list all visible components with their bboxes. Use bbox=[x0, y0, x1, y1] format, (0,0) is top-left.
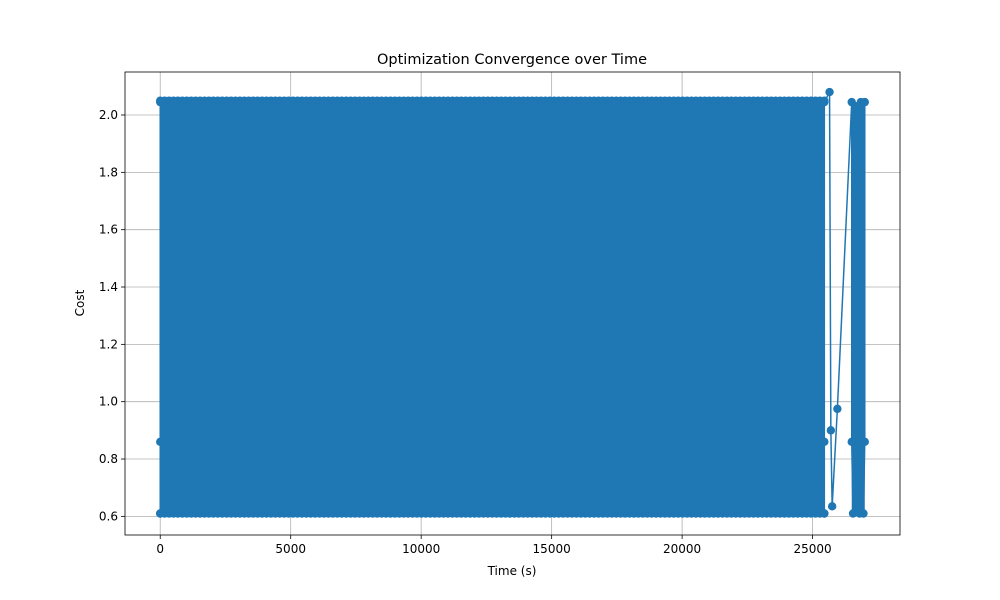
chart-title: Optimization Convergence over Time bbox=[377, 52, 647, 68]
y-tick-label: 2.0 bbox=[99, 108, 118, 122]
y-tick-label: 1.4 bbox=[99, 280, 118, 294]
data-point bbox=[827, 502, 837, 511]
data-point bbox=[860, 437, 869, 447]
data-point bbox=[847, 437, 856, 447]
x-axis-label: Time (s) bbox=[487, 564, 537, 578]
data-point bbox=[859, 509, 868, 518]
y-tick-label: 1.2 bbox=[99, 337, 118, 351]
data-point bbox=[833, 404, 842, 414]
y-tick-label: 0.8 bbox=[99, 452, 118, 466]
data-point bbox=[156, 437, 165, 447]
x-tick-label: 25000 bbox=[793, 542, 831, 556]
x-tick-label: 10000 bbox=[402, 542, 440, 556]
tail-oscillation-block bbox=[851, 102, 865, 514]
data-point bbox=[156, 509, 165, 518]
data-point bbox=[826, 426, 836, 435]
y-tick-label: 0.6 bbox=[99, 509, 118, 523]
x-tick-label: 0 bbox=[156, 542, 164, 556]
plot-frame bbox=[124, 71, 901, 536]
data-point bbox=[860, 97, 869, 107]
x-tick-label: 15000 bbox=[533, 542, 571, 556]
data-point bbox=[820, 509, 829, 518]
data-point bbox=[156, 97, 165, 107]
dense-oscillation-region bbox=[160, 100, 825, 514]
x-tick-label: 20000 bbox=[663, 542, 701, 556]
data-point bbox=[848, 509, 858, 518]
y-tick-label: 1.0 bbox=[99, 395, 118, 409]
y-tick-label: 1.6 bbox=[99, 223, 118, 237]
y-axis-label: Cost bbox=[73, 289, 87, 316]
data-point bbox=[820, 97, 829, 107]
data-point bbox=[847, 97, 856, 107]
y-tick-label: 1.8 bbox=[99, 165, 118, 179]
x-tick-label: 5000 bbox=[275, 542, 306, 556]
data-layer bbox=[156, 87, 869, 518]
tick-layer: 0 5000 10000 15000 20000 25000 0.6 0.8 1.0 1.2 1.4… bbox=[99, 108, 832, 556]
data-point bbox=[825, 87, 834, 97]
data-point bbox=[820, 437, 829, 447]
